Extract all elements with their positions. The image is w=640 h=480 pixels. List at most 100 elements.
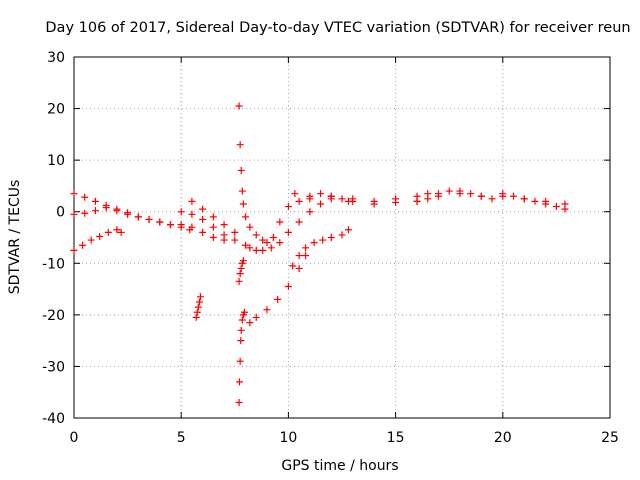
y-axis-label: SDTVAR / TECUs [7, 180, 23, 295]
data-point [87, 236, 95, 244]
data-point [284, 203, 292, 211]
y-tick-label: -40 [42, 411, 65, 427]
grid-lines [74, 57, 610, 418]
data-point [242, 213, 250, 221]
data-point [166, 221, 174, 229]
data-point [145, 215, 153, 223]
data-point [195, 298, 203, 306]
data-point [177, 221, 185, 229]
chart-title: Day 106 of 2017, Sidereal Day-to-day VTE… [45, 20, 630, 36]
data-point [79, 241, 87, 249]
data-point [196, 293, 204, 301]
data-point [510, 192, 518, 200]
data-point [263, 239, 271, 247]
data-point [188, 210, 196, 218]
data-point [445, 187, 453, 195]
data-point [269, 234, 277, 241]
data-point [235, 399, 243, 407]
y-tick-label: -20 [42, 308, 65, 324]
data-point [96, 232, 104, 240]
data-point [209, 234, 217, 241]
track-2 [70, 204, 228, 244]
data-point [124, 210, 132, 218]
data-point [134, 213, 142, 221]
data-point [295, 252, 303, 260]
data-point [252, 313, 260, 321]
data-point [117, 228, 125, 236]
data-point [70, 210, 78, 218]
track-8 [235, 308, 248, 407]
data-point [499, 190, 507, 198]
data-point [177, 208, 185, 216]
data-point [188, 223, 196, 231]
data-point [295, 264, 303, 272]
y-tick-label: 20 [47, 102, 65, 118]
y-tick-label: 0 [56, 205, 65, 221]
data-point [239, 257, 247, 265]
y-tick-label: -10 [42, 256, 65, 272]
data-point [194, 303, 202, 311]
data-point [327, 192, 335, 200]
data-point [561, 205, 569, 213]
data-point [246, 319, 254, 327]
x-tick-label: 10 [279, 430, 297, 446]
data-point [477, 192, 485, 200]
data-point [306, 195, 314, 203]
data-point [284, 282, 292, 290]
data-point [310, 239, 318, 247]
data-point [91, 207, 99, 215]
data-point [104, 228, 112, 236]
data-point [289, 262, 297, 270]
data-points [70, 102, 569, 407]
data-point [295, 197, 303, 205]
data-point [113, 226, 121, 234]
data-point [237, 326, 245, 334]
data-point [236, 357, 244, 365]
track-4 [177, 208, 250, 249]
data-point [238, 316, 246, 324]
data-point [327, 234, 335, 241]
y-tick-label: -30 [42, 359, 65, 375]
data-point [81, 193, 89, 201]
data-point [542, 200, 550, 208]
track-10 [246, 195, 352, 254]
data-point [434, 190, 442, 198]
data-point [263, 306, 271, 314]
track-7 [235, 102, 299, 247]
data-point [70, 246, 78, 254]
data-point [338, 195, 346, 203]
data-point [209, 223, 217, 231]
data-point [199, 228, 207, 236]
x-tick-label: 15 [387, 430, 405, 446]
data-point [259, 236, 267, 244]
track-12 [289, 226, 352, 270]
data-point [349, 195, 357, 203]
data-point [231, 236, 239, 244]
track-6 [192, 293, 204, 321]
data-point [209, 213, 217, 221]
x-tick-label: 5 [177, 430, 186, 446]
data-point [81, 209, 89, 217]
data-point [370, 197, 378, 205]
data-point [199, 205, 207, 213]
data-point [319, 236, 327, 244]
track-9 [235, 257, 247, 285]
track-3 [70, 226, 125, 254]
data-point [192, 313, 200, 321]
y-tick-label: 30 [47, 50, 65, 66]
data-point [193, 308, 201, 316]
data-point [220, 221, 228, 229]
data-point [413, 192, 421, 200]
track-5 [188, 197, 239, 236]
data-point [392, 195, 400, 203]
data-point [531, 197, 539, 205]
data-point [188, 197, 196, 205]
x-axis-label: GPS time / hours [281, 458, 398, 474]
data-point [235, 102, 243, 110]
track-11 [246, 252, 310, 327]
data-point [237, 166, 245, 174]
data-point [302, 244, 310, 252]
x-tick-label: 20 [494, 430, 512, 446]
data-point [70, 190, 78, 198]
